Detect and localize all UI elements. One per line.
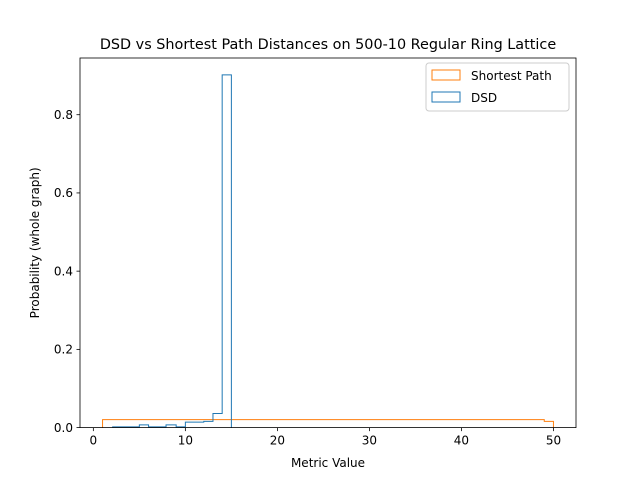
bin-dsd-3 [166, 425, 176, 428]
step-outline-dsd [112, 74, 232, 428]
y-tick-label: 0.4 [54, 264, 73, 278]
x-axis-label: Metric Value [291, 456, 365, 470]
x-tick-label: 30 [362, 434, 377, 448]
legend-label-dsd: DSD [471, 91, 497, 105]
legend-swatch-shortest-path [431, 69, 461, 81]
series-dsd [112, 74, 232, 428]
y-tick-label: 0.8 [54, 108, 73, 122]
bin-dsd-8 [222, 75, 231, 428]
plot-frame [79, 57, 577, 429]
bin-dsd-7 [213, 414, 222, 428]
bin-dsd-5 [185, 422, 203, 427]
legend-label-shortest-path: Shortest Path [471, 69, 552, 83]
bin-dsd-1 [139, 425, 148, 428]
x-tick-label: 10 [178, 434, 193, 448]
x-tick-label: 0 [90, 434, 98, 448]
y-axis-label: Probability (whole graph) [28, 167, 42, 318]
bin-dsd-6 [204, 421, 213, 427]
series-shortest-path [102, 419, 554, 428]
x-tick-label: 50 [546, 434, 561, 448]
chart-title: DSD vs Shortest Path Distances on 500-10… [100, 37, 557, 53]
legend-swatch-dsd [431, 91, 461, 103]
step-outline-shortest-path [102, 419, 554, 428]
bin-shortest-path-1 [544, 421, 553, 427]
y-tick-label: 0.0 [54, 421, 73, 435]
x-tick-label: 20 [270, 434, 285, 448]
y-tick-label: 0.6 [54, 186, 73, 200]
legend: Shortest Path DSD [425, 62, 570, 112]
x-tick-label: 40 [454, 434, 469, 448]
y-tick-label: 0.2 [54, 343, 73, 357]
legend-box [425, 62, 570, 112]
